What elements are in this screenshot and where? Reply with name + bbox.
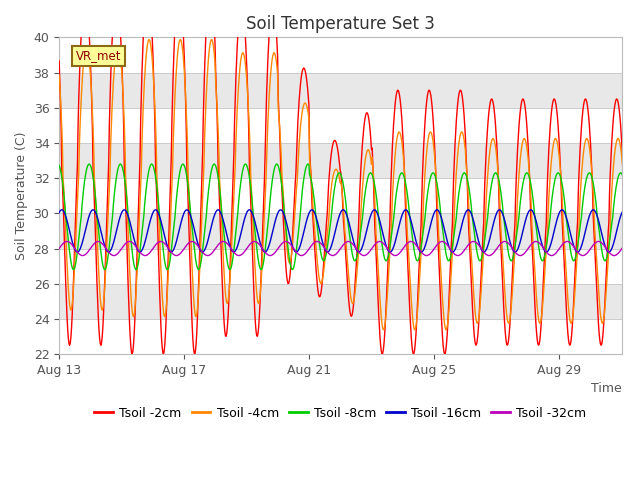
Line: Tsoil -4cm: Tsoil -4cm: [59, 39, 640, 330]
Title: Soil Temperature Set 3: Soil Temperature Set 3: [246, 15, 435, 33]
Tsoil -2cm: [129, 351, 136, 357]
Tsoil -16cm: [182, 207, 190, 213]
Tsoil -4cm: [182, 108, 190, 114]
Tsoil -32cm: [430, 246, 438, 252]
Tsoil -8cm: [264, 216, 272, 222]
Y-axis label: Soil Temperature (C): Soil Temperature (C): [15, 132, 28, 260]
Tsoil -4cm: [430, 148, 438, 154]
Tsoil -2cm: [408, 343, 416, 348]
Tsoil -2cm: [183, 168, 191, 174]
Tsoil -16cm: [264, 246, 271, 252]
Tsoil -32cm: [55, 246, 63, 252]
Tsoil -2cm: [552, 102, 560, 108]
Tsoil -32cm: [332, 251, 340, 257]
Tsoil -8cm: [70, 267, 77, 273]
Text: VR_met: VR_met: [76, 49, 122, 62]
Tsoil -16cm: [430, 210, 438, 216]
Tsoil -4cm: [332, 167, 340, 172]
Tsoil -32cm: [408, 239, 415, 244]
Tsoil -16cm: [408, 219, 415, 225]
Bar: [59, 108, 622, 143]
Tsoil -8cm: [333, 174, 340, 180]
Bar: [59, 249, 622, 284]
Tsoil -2cm: [333, 143, 340, 148]
Tsoil -16cm: [55, 210, 63, 216]
Tsoil -32cm: [63, 239, 71, 244]
Line: Tsoil -16cm: Tsoil -16cm: [59, 210, 640, 252]
Tsoil -8cm: [552, 173, 560, 179]
Tsoil -4cm: [408, 297, 415, 303]
Tsoil -4cm: [442, 327, 450, 333]
Tsoil -8cm: [55, 163, 63, 168]
Tsoil -4cm: [264, 121, 271, 127]
Tsoil -2cm: [55, 58, 63, 64]
Tsoil -16cm: [58, 207, 66, 213]
Tsoil -8cm: [431, 172, 438, 178]
Line: Tsoil -32cm: Tsoil -32cm: [59, 241, 640, 255]
Tsoil -2cm: [264, 44, 272, 49]
Tsoil -8cm: [408, 231, 416, 237]
Tsoil -8cm: [183, 175, 191, 180]
X-axis label: Time: Time: [591, 383, 622, 396]
Tsoil -16cm: [636, 249, 640, 255]
Line: Tsoil -2cm: Tsoil -2cm: [59, 0, 640, 354]
Tsoil -16cm: [332, 224, 340, 230]
Tsoil -32cm: [552, 251, 559, 256]
Legend: Tsoil -2cm, Tsoil -4cm, Tsoil -8cm, Tsoil -16cm, Tsoil -32cm: Tsoil -2cm, Tsoil -4cm, Tsoil -8cm, Tsoi…: [90, 402, 591, 424]
Tsoil -32cm: [182, 243, 190, 249]
Tsoil -4cm: [55, 72, 63, 77]
Tsoil -4cm: [552, 136, 560, 142]
Tsoil -4cm: [145, 36, 153, 42]
Tsoil -8cm: [85, 161, 93, 167]
Tsoil -2cm: [431, 146, 438, 152]
Bar: [59, 319, 622, 354]
Line: Tsoil -8cm: Tsoil -8cm: [59, 164, 640, 270]
Tsoil -32cm: [264, 252, 271, 258]
Tsoil -16cm: [552, 223, 559, 229]
Bar: [59, 37, 622, 72]
Bar: [59, 178, 622, 213]
